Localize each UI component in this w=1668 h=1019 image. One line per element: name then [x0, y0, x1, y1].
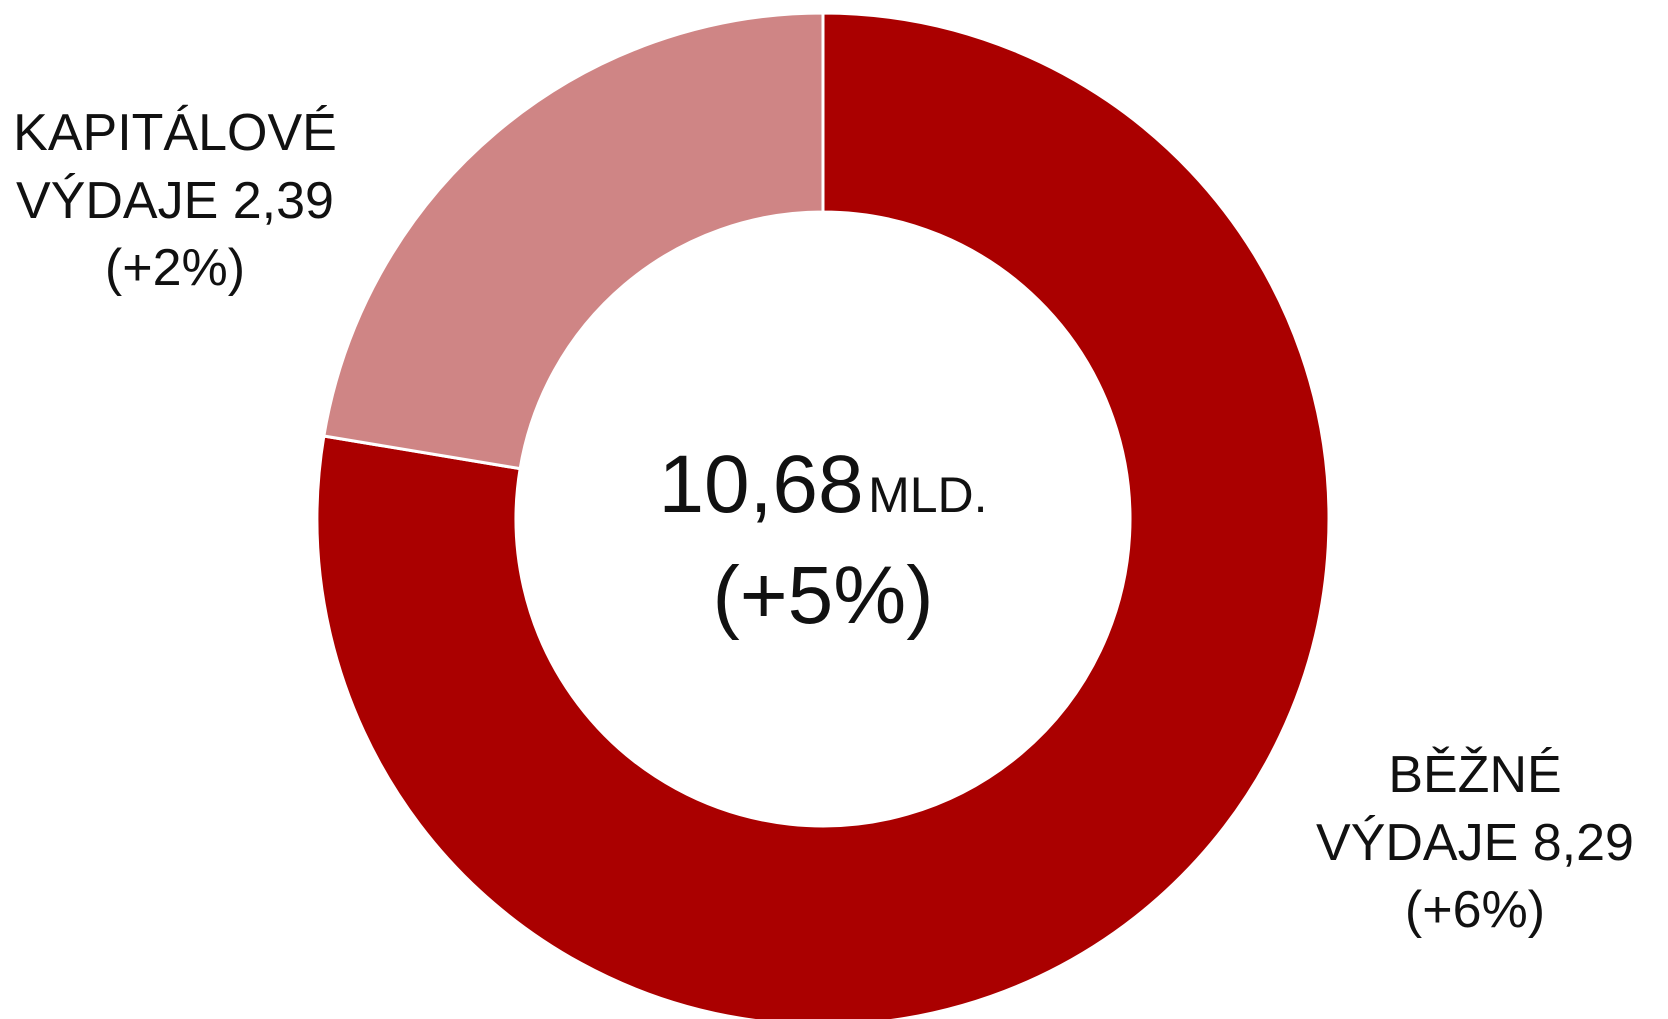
category: BĚŽNÉ VÝDAJE: [1316, 746, 1562, 872]
slice: [322, 11, 825, 471]
category: KAPITÁLOVÉ VÝDAJE: [13, 104, 337, 230]
center-label: 10,68 MLD. (+5%): [523, 430, 1123, 651]
slice-label: KAPITÁLOVÉ VÝDAJE 2,39 (+2%): [0, 100, 350, 303]
total-change: (+5%): [712, 549, 934, 641]
change-label: (+6%): [1404, 881, 1546, 940]
change-label: (+2%): [104, 239, 246, 298]
value-label: 2,39: [232, 171, 334, 230]
value-label: 8,29: [1532, 813, 1634, 872]
slice-label: BĚŽNÉ VÝDAJE 8,29 (+6%): [1290, 742, 1660, 945]
total: 10,68: [658, 439, 864, 530]
total-unit: MLD.: [868, 467, 988, 523]
slice: [315, 11, 1331, 1019]
